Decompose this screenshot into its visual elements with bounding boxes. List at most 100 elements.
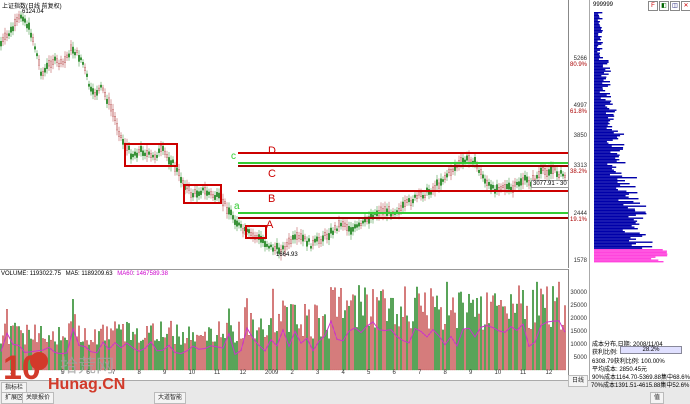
volume-bar	[488, 323, 490, 371]
close-icon[interactable]: ✕	[681, 1, 690, 11]
volume-bar	[560, 329, 562, 371]
volume-bar	[394, 324, 396, 371]
axis-label-3850: 3850	[573, 133, 587, 139]
chip-bar	[594, 51, 598, 53]
volume-bar	[222, 333, 224, 371]
chip-bar	[594, 252, 667, 254]
candle-body	[36, 53, 38, 57]
candle-body	[8, 33, 10, 37]
volume-bar	[358, 285, 360, 371]
chip-bar	[594, 49, 600, 51]
chip-bar	[594, 120, 611, 122]
candle-body	[42, 71, 44, 76]
volume-bar	[90, 340, 92, 371]
chip-bar	[594, 58, 599, 60]
volume-bar	[202, 336, 204, 371]
volume-bar	[506, 313, 508, 371]
candle-body	[28, 22, 30, 30]
month-label: 9	[469, 370, 473, 376]
volume-bar	[176, 324, 178, 371]
volume-bar	[306, 315, 308, 371]
candle-body	[226, 207, 228, 214]
tab-daily[interactable]: 日线	[568, 375, 589, 387]
volume-bar	[484, 324, 486, 371]
chip-bar	[594, 162, 626, 164]
chip-bar	[594, 30, 603, 32]
volume-bar	[206, 340, 208, 371]
candle-body	[110, 104, 112, 112]
volume-bar	[246, 298, 248, 371]
month-label: 10	[188, 370, 196, 376]
chip-bar	[594, 145, 612, 147]
month-label: 7	[112, 370, 116, 376]
volume-bar	[198, 335, 200, 371]
chip-bar	[594, 64, 603, 66]
volume-bar	[270, 318, 272, 371]
chip-bar	[594, 69, 606, 71]
volume-bar	[220, 337, 222, 371]
chart-mode-icon[interactable]: ◧	[659, 1, 669, 11]
volume-bar	[120, 329, 122, 371]
volume-bar	[336, 316, 338, 371]
volume-bar	[530, 329, 532, 371]
candlestick-chart[interactable]: 上证指数(日线 前复权) 6124.04 1664.93 3077.91 - 3…	[0, 0, 569, 268]
candle-body	[154, 154, 156, 160]
chip-bar	[594, 223, 640, 225]
volume-bar	[214, 341, 216, 371]
candle-body	[482, 174, 484, 179]
candle-body	[6, 33, 8, 38]
chip-bar	[594, 189, 618, 191]
month-label: 6	[86, 370, 90, 376]
chip-bar	[594, 157, 616, 159]
volume-bar	[50, 339, 52, 371]
candle-body	[112, 109, 114, 117]
volume-bar	[512, 303, 514, 371]
volume-bar	[534, 322, 536, 371]
volume-bar	[210, 328, 212, 371]
candle-body	[508, 182, 510, 190]
candle-body	[120, 135, 122, 139]
candle-body	[102, 87, 104, 91]
candle-body	[54, 56, 56, 61]
volume-bar	[418, 293, 420, 371]
candle-body	[412, 199, 414, 204]
volume-bar	[422, 311, 424, 371]
volume-bar	[378, 300, 380, 371]
candle-body	[172, 159, 174, 164]
volume-bar	[154, 340, 156, 371]
volume-bar	[88, 344, 90, 371]
chip-bar	[594, 150, 620, 152]
chip-bar	[594, 231, 625, 233]
f-icon[interactable]: F	[648, 1, 658, 11]
volume-bar	[408, 321, 410, 371]
chip-bar	[594, 250, 667, 252]
volume-bar	[410, 328, 412, 371]
chip-bar	[594, 202, 641, 204]
volume-bar	[432, 296, 434, 371]
candle-body	[510, 186, 512, 191]
chip-bar	[594, 90, 606, 92]
volume-bar	[496, 305, 498, 371]
volume-bar	[522, 290, 524, 371]
candle-body	[178, 169, 180, 177]
axis-label-2444: 2444 19.1%	[569, 211, 587, 223]
candle-body	[222, 198, 224, 207]
tab-value[interactable]: 值	[650, 392, 665, 404]
volume-ma-line	[0, 319, 566, 356]
cost-70: 70%成本1391.51-4615.88集中52.6%	[591, 383, 690, 389]
settings-icon[interactable]: ◫	[670, 1, 680, 11]
volume-bar	[12, 325, 14, 371]
candle-body	[78, 55, 80, 62]
candle-body	[328, 233, 330, 241]
candle-body	[280, 249, 282, 256]
chip-bar	[594, 133, 625, 135]
volume-bar	[320, 336, 322, 371]
candle-body	[344, 222, 346, 227]
tab-smart[interactable]: 大道智能	[154, 392, 187, 404]
month-label: 11	[214, 370, 221, 376]
volume-bar	[464, 329, 466, 371]
volume-bar	[316, 305, 318, 371]
candle-body	[238, 222, 240, 226]
month-label: 2009	[265, 370, 279, 376]
chip-bar	[594, 135, 621, 137]
